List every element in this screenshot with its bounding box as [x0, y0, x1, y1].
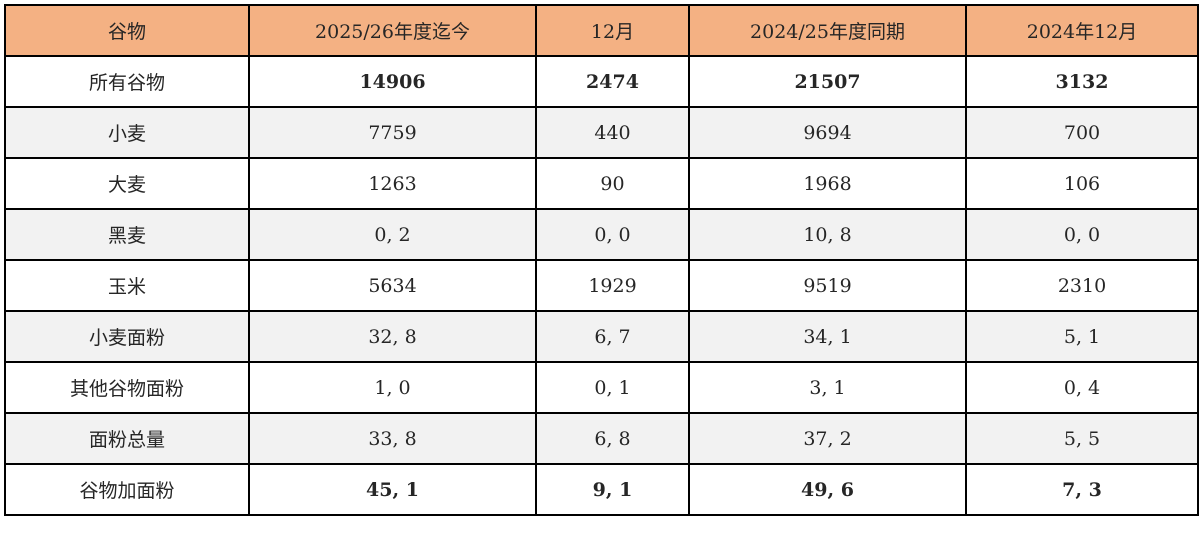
grain-summary-table-container: 谷物 2025/26年度迄今 12月 2024/25年度同期 2024年12月 …	[4, 4, 1199, 516]
table-row-flour-total: 面粉总量 33, 8 6, 8 37, 2 5, 5	[4, 412, 1199, 465]
cell-value: 9519	[688, 259, 967, 312]
cell-value: 0, 1	[535, 361, 690, 414]
cell-value: 1968	[688, 157, 967, 210]
cell-value: 49, 6	[688, 463, 967, 516]
cell-value: 14906	[248, 55, 537, 108]
header-row: 谷物 2025/26年度迄今 12月 2024/25年度同期 2024年12月	[4, 4, 1199, 57]
table-row-corn: 玉米 5634 1929 9519 2310	[4, 259, 1199, 312]
table-row-wheat-flour: 小麦面粉 32, 8 6, 7 34, 1 5, 1	[4, 310, 1199, 363]
row-label: 其他谷物面粉	[4, 361, 250, 414]
cell-value: 5, 5	[965, 412, 1199, 465]
cell-value: 1263	[248, 157, 537, 210]
header-cell-season-to-date: 2025/26年度迄今	[248, 4, 537, 57]
cell-value: 0, 4	[965, 361, 1199, 414]
cell-value: 9, 1	[535, 463, 690, 516]
table-row-barley: 大麦 1263 90 1968 106	[4, 157, 1199, 210]
cell-value: 440	[535, 106, 690, 159]
cell-value: 3132	[965, 55, 1199, 108]
row-label: 黑麦	[4, 208, 250, 261]
row-label: 大麦	[4, 157, 250, 210]
cell-value: 7, 3	[965, 463, 1199, 516]
cell-value: 6, 8	[535, 412, 690, 465]
row-label: 玉米	[4, 259, 250, 312]
cell-value: 32, 8	[248, 310, 537, 363]
cell-value: 106	[965, 157, 1199, 210]
row-label: 小麦	[4, 106, 250, 159]
row-label: 小麦面粉	[4, 310, 250, 363]
cell-value: 1929	[535, 259, 690, 312]
row-label: 面粉总量	[4, 412, 250, 465]
cell-value: 9694	[688, 106, 967, 159]
table-row-grain-plus-flour: 谷物加面粉 45, 1 9, 1 49, 6 7, 3	[4, 463, 1199, 516]
cell-value: 10, 8	[688, 208, 967, 261]
cell-value: 7759	[248, 106, 537, 159]
header-cell-december: 12月	[535, 4, 690, 57]
cell-value: 3, 1	[688, 361, 967, 414]
header-cell-grain: 谷物	[4, 4, 250, 57]
cell-value: 0, 0	[535, 208, 690, 261]
cell-value: 0, 0	[965, 208, 1199, 261]
cell-value: 2310	[965, 259, 1199, 312]
cell-value: 6, 7	[535, 310, 690, 363]
cell-value: 34, 1	[688, 310, 967, 363]
table-row-all-grains: 所有谷物 14906 2474 21507 3132	[4, 55, 1199, 108]
header-cell-prior-december: 2024年12月	[965, 4, 1199, 57]
row-label: 谷物加面粉	[4, 463, 250, 516]
cell-value: 5, 1	[965, 310, 1199, 363]
table-row-other-grain-flour: 其他谷物面粉 1, 0 0, 1 3, 1 0, 4	[4, 361, 1199, 414]
cell-value: 45, 1	[248, 463, 537, 516]
table-row-rye: 黑麦 0, 2 0, 0 10, 8 0, 0	[4, 208, 1199, 261]
cell-value: 21507	[688, 55, 967, 108]
cell-value: 1, 0	[248, 361, 537, 414]
cell-value: 90	[535, 157, 690, 210]
header-cell-prior-season: 2024/25年度同期	[688, 4, 967, 57]
cell-value: 700	[965, 106, 1199, 159]
grain-summary-table: 谷物 2025/26年度迄今 12月 2024/25年度同期 2024年12月 …	[4, 4, 1199, 516]
row-label: 所有谷物	[4, 55, 250, 108]
cell-value: 5634	[248, 259, 537, 312]
table-row-wheat: 小麦 7759 440 9694 700	[4, 106, 1199, 159]
cell-value: 37, 2	[688, 412, 967, 465]
cell-value: 33, 8	[248, 412, 537, 465]
cell-value: 0, 2	[248, 208, 537, 261]
cell-value: 2474	[535, 55, 690, 108]
